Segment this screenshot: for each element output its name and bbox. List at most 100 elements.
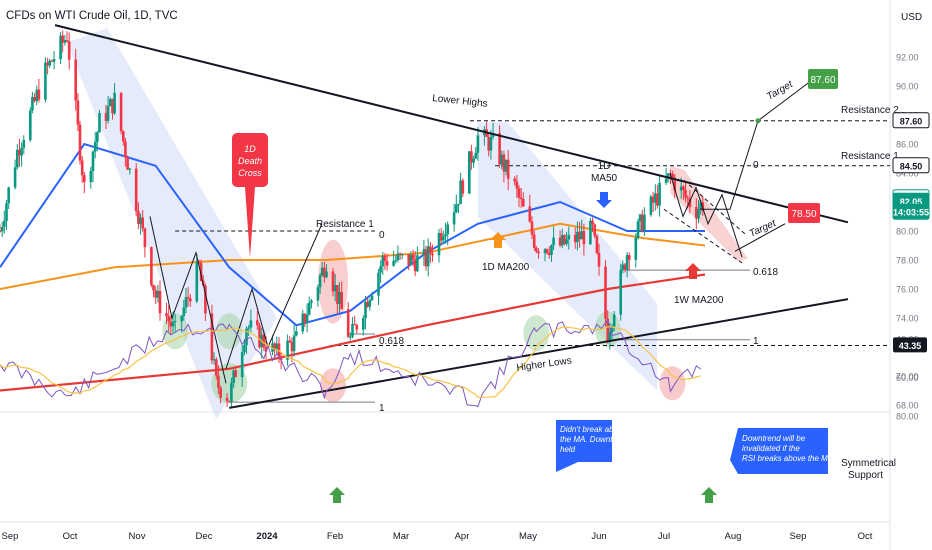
candle-body — [682, 186, 685, 191]
fib-zero-label-a: 0 — [379, 230, 385, 241]
candle-body — [128, 168, 132, 170]
rsi-up-arrow-1 — [329, 487, 345, 503]
candle-body — [217, 375, 220, 388]
candle-body — [225, 397, 229, 402]
candle-body — [519, 197, 523, 200]
candle-body — [398, 253, 402, 255]
candle-body — [219, 387, 222, 398]
candle-body — [561, 235, 564, 246]
candle-body — [612, 314, 616, 327]
candle-body — [431, 253, 434, 256]
rsi-note-1-text: the MA. Downtrend — [560, 435, 629, 444]
candle-body — [31, 97, 34, 111]
candle-body — [119, 92, 123, 132]
candle-body — [621, 264, 625, 271]
candle-body — [362, 318, 365, 330]
higher-lows-trendline — [229, 298, 849, 409]
candle-body — [643, 214, 646, 232]
candle-body — [576, 231, 579, 243]
candle-body — [173, 321, 177, 323]
candle-body — [422, 249, 426, 256]
candle-body — [695, 207, 698, 219]
candle-body — [656, 193, 659, 206]
candle-body — [78, 124, 82, 161]
candle-body — [134, 168, 138, 212]
candle-body — [474, 152, 478, 159]
target-up-line — [757, 81, 811, 122]
ma200-1w-line — [0, 273, 706, 392]
bull-flag-channel — [670, 165, 748, 262]
candle-body — [152, 285, 155, 291]
currency-label[interactable]: USD — [901, 12, 922, 23]
candle-body — [273, 343, 276, 351]
candle-body — [310, 300, 313, 303]
candle-body — [370, 295, 374, 301]
candle-body — [37, 89, 41, 100]
candle-body — [654, 193, 657, 203]
candle-body — [597, 253, 601, 267]
candle-body — [349, 336, 352, 338]
candle-body — [651, 196, 655, 203]
candle-body — [338, 292, 341, 304]
resistance-1-label: Resistance 1 — [316, 219, 374, 230]
ma50-label-1: 1D — [598, 161, 611, 172]
candle-body — [623, 264, 627, 271]
candle-body — [558, 237, 562, 246]
candle-body — [407, 254, 410, 265]
rsi-highlight-low-3 — [523, 315, 550, 352]
candle-body — [634, 238, 638, 260]
candles — [0, 30, 705, 409]
candle-body — [65, 40, 69, 42]
candle-body — [468, 151, 471, 194]
candle-body — [18, 149, 21, 156]
time-axis-label: Oct — [858, 531, 873, 542]
candle-body — [394, 260, 398, 262]
candle-body — [262, 334, 266, 348]
candle-body — [545, 249, 549, 253]
candle-body — [292, 335, 296, 352]
candle-body — [7, 187, 10, 204]
ma50-1d-line — [0, 142, 705, 327]
candle-body — [604, 266, 607, 319]
time-axis-label: Sep — [2, 531, 19, 542]
time-axis-label: Nov — [129, 531, 146, 542]
target-up-badge-text: 87.60 — [810, 75, 835, 86]
candle-body — [29, 110, 32, 141]
candle-body — [666, 173, 670, 179]
candle-body — [552, 237, 555, 246]
candle-body — [461, 180, 465, 194]
candle-body — [197, 261, 201, 264]
candle-body — [353, 324, 356, 325]
candle-body — [697, 209, 700, 219]
candle-body — [489, 137, 493, 151]
candle-body — [684, 190, 687, 198]
candle-body — [46, 62, 49, 66]
candle-body — [247, 327, 250, 329]
candle-body — [452, 212, 456, 225]
death-cross-text: Death — [238, 156, 262, 166]
candle-body — [204, 285, 207, 314]
candle-body — [679, 186, 683, 191]
candle-body — [93, 141, 97, 152]
ma50-arrow — [596, 192, 612, 208]
target-down-line — [734, 223, 786, 252]
target-down-badge-text: 78.50 — [791, 209, 816, 220]
candle-body — [89, 171, 93, 182]
candle-body — [565, 239, 568, 244]
candle-body — [446, 224, 449, 235]
ma200-1d-arrow — [490, 232, 506, 248]
candle-body — [366, 301, 369, 307]
rsi-ma-line — [0, 326, 701, 398]
candle-body — [171, 321, 175, 327]
fib-one-label-a: 1 — [379, 403, 385, 414]
ma200-1d-label: 1D MA200 — [482, 262, 530, 273]
candle-body — [429, 246, 432, 254]
candle-body — [212, 359, 216, 361]
candle-body — [641, 214, 644, 231]
candle-body — [323, 267, 326, 278]
rsi-note-2-text: RSI breaks above the MA — [742, 454, 833, 463]
candle-body — [336, 285, 339, 304]
price-badge — [892, 157, 930, 174]
candle-body — [424, 249, 428, 267]
